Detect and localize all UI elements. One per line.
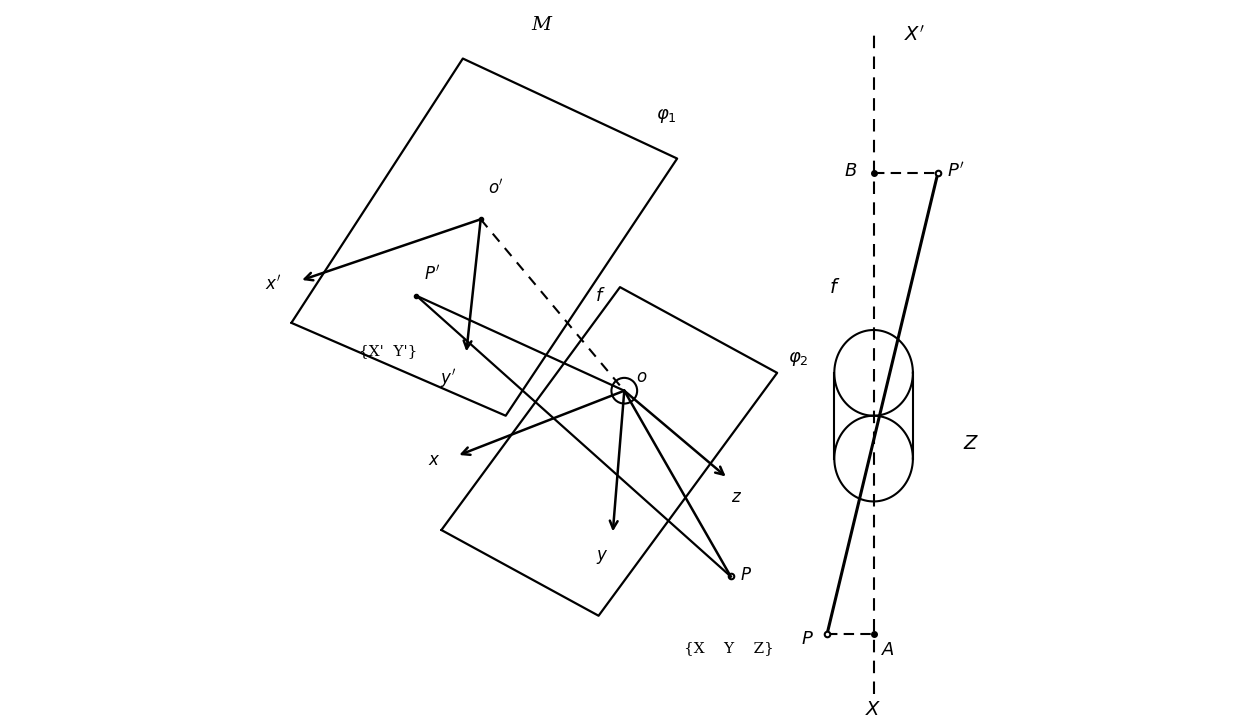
Text: $f$: $f$ xyxy=(828,277,839,297)
Text: $P$: $P$ xyxy=(740,567,751,584)
Text: $P'$: $P'$ xyxy=(947,162,965,181)
Text: $o$: $o$ xyxy=(636,369,647,386)
Text: $y'$: $y'$ xyxy=(439,367,455,390)
Text: $f$: $f$ xyxy=(595,287,605,305)
Text: $z$: $z$ xyxy=(732,489,743,505)
Text: $Z$: $Z$ xyxy=(963,435,980,453)
Text: $\varphi_1$: $\varphi_1$ xyxy=(656,106,677,125)
Text: {X'  Y'}: {X' Y'} xyxy=(360,345,418,358)
Text: {X    Y    Z}: {X Y Z} xyxy=(684,641,774,655)
Text: $o'$: $o'$ xyxy=(487,179,503,198)
Text: $A$: $A$ xyxy=(880,641,895,660)
Text: $X'$: $X'$ xyxy=(904,24,925,44)
Text: $X$: $X$ xyxy=(866,702,882,720)
Text: M: M xyxy=(532,15,552,33)
Text: $B$: $B$ xyxy=(844,162,857,180)
Text: $x'$: $x'$ xyxy=(264,274,280,293)
Text: $P$: $P$ xyxy=(801,630,815,647)
Text: $P'$: $P'$ xyxy=(424,264,440,284)
Text: $x$: $x$ xyxy=(428,452,440,468)
Text: $y$: $y$ xyxy=(596,548,609,566)
Text: $\varphi_2$: $\varphi_2$ xyxy=(787,350,808,368)
